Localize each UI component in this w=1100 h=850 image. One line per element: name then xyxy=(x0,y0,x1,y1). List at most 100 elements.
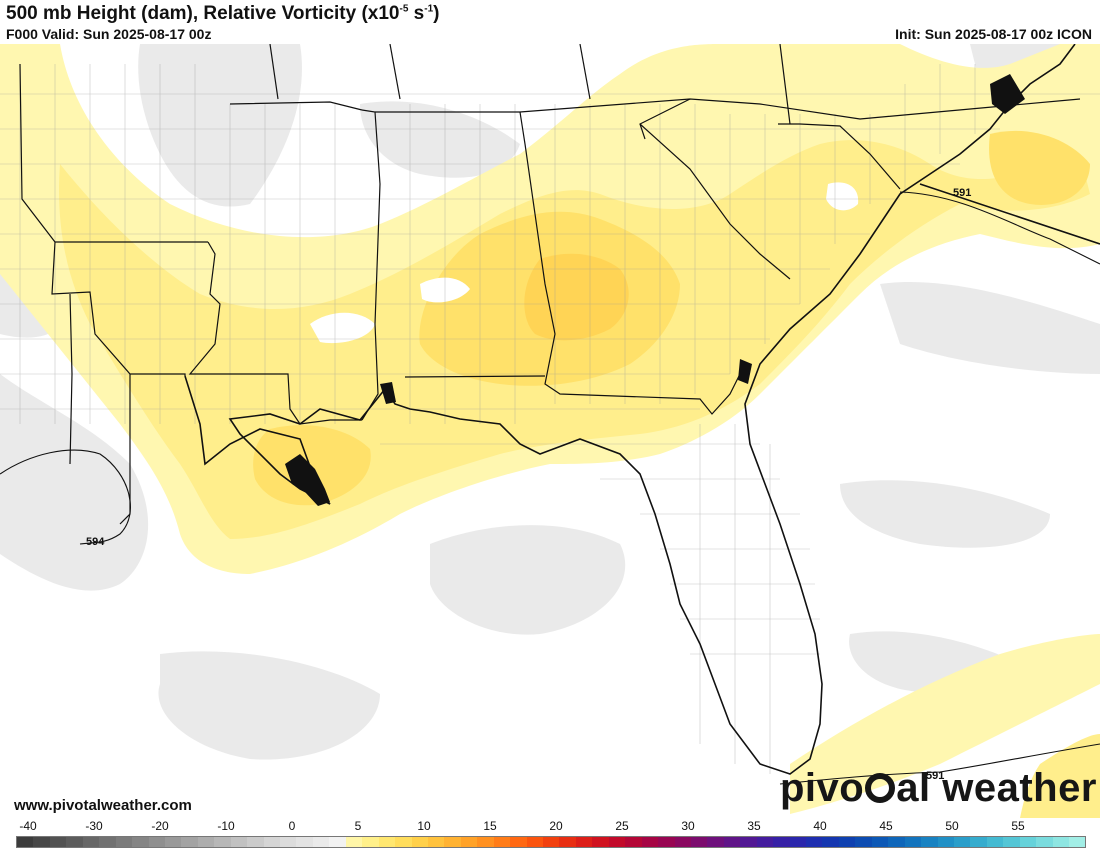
colorbar-swatch xyxy=(99,837,116,847)
colorbar-swatch xyxy=(543,837,560,847)
colorbar-tick-label: -10 xyxy=(217,819,235,833)
colorbar-swatch xyxy=(559,837,576,847)
colorbar-swatch xyxy=(280,837,297,847)
height-contours xyxy=(0,191,1100,785)
init-time: Init: Sun 2025-08-17 00z ICON xyxy=(895,26,1092,42)
colorbar-swatch xyxy=(592,837,609,847)
colorbar-tick-label: 0 xyxy=(288,819,296,833)
contour-label: 594 xyxy=(86,536,105,548)
weather-map[interactable]: 591 594 591 xyxy=(0,44,1100,818)
colorbar-swatch xyxy=(773,837,790,847)
colorbar-swatch xyxy=(510,837,527,847)
colorbar-swatch xyxy=(674,837,691,847)
colorbar-tick-label: 30 xyxy=(681,819,695,833)
colorbar-swatch xyxy=(723,837,741,847)
colorbar-swatch xyxy=(822,837,839,847)
colorbar-swatch xyxy=(921,837,938,847)
colorbar-swatch xyxy=(395,837,412,847)
contour-labels: 591 594 591 xyxy=(86,187,971,782)
colorbar-swatch xyxy=(197,837,215,847)
colorbar-swatch xyxy=(937,837,954,847)
colorbar-swatch xyxy=(855,837,872,847)
colorbar-tick-label: -30 xyxy=(85,819,103,833)
colorbar-swatch xyxy=(427,837,445,847)
colorbar-tick-label: 55 xyxy=(1011,819,1025,833)
colorbar-swatch xyxy=(444,837,461,847)
colorbar-tick-label: 10 xyxy=(417,819,431,833)
colorbar-tick-label: 40 xyxy=(813,819,827,833)
colorbar-swatch xyxy=(1069,837,1086,847)
colorbar-swatch xyxy=(132,837,149,847)
colorbar-swatch xyxy=(707,837,724,847)
colorbar-swatch xyxy=(888,837,905,847)
colorbar-swatch xyxy=(871,837,889,847)
colorbar-swatch xyxy=(477,837,494,847)
colorbar-swatch xyxy=(690,837,708,847)
colorbar-ticks: -40 -30 -20 -10 0 5 10 15 20 25 30 35 40 45 50 55 xyxy=(0,819,1100,833)
colorbar-tick-label: 45 xyxy=(879,819,893,833)
colorbar-swatch xyxy=(904,837,922,847)
state-boundaries xyxy=(19,44,1081,525)
colorbar-tick-label: 20 xyxy=(549,819,563,833)
colorbar-swatch xyxy=(115,837,133,847)
colorbar-swatch xyxy=(378,837,396,847)
colorbar-swatch xyxy=(970,837,987,847)
colorbar-swatch xyxy=(345,837,363,847)
colorbar-swatch xyxy=(1019,837,1037,847)
colorbar-swatch xyxy=(526,837,543,847)
colorbar-swatch xyxy=(641,837,659,847)
colorbar-swatch xyxy=(181,837,198,847)
colorbar-swatch xyxy=(33,837,50,847)
colorbar-swatch xyxy=(608,837,626,847)
colorbar-swatch xyxy=(1052,837,1069,847)
colorbar-swatch xyxy=(838,837,856,847)
colorbar-swatch xyxy=(66,837,83,847)
colorbar-tick-label: 15 xyxy=(483,819,497,833)
colorbar-swatch xyxy=(575,837,593,847)
colorbar-swatch xyxy=(411,837,428,847)
map-title: 500 mb Height (dam), Relative Vorticity … xyxy=(6,3,440,24)
colorbar-swatch xyxy=(164,837,182,847)
colorbar-tick-label: 50 xyxy=(945,819,959,833)
colorbar-swatch xyxy=(263,837,280,847)
positive-vorticity-shading xyxy=(0,44,1100,818)
colorbar-swatch xyxy=(953,837,971,847)
contour-label: 591 xyxy=(953,187,971,199)
map-canvas: 591 594 591 xyxy=(0,44,1100,818)
colorbar-swatch xyxy=(658,837,675,847)
colorbar-swatch xyxy=(756,837,774,847)
colorbar-swatch xyxy=(1036,837,1053,847)
colorbar-scale xyxy=(16,836,1086,848)
colorbar-swatch xyxy=(148,837,165,847)
brand-logo: pivo al weather xyxy=(780,766,1097,810)
coastline xyxy=(184,44,1100,775)
colorbar-swatch xyxy=(230,837,248,847)
colorbar-swatch xyxy=(17,837,34,847)
colorbar-tick-label: 5 xyxy=(354,819,362,833)
colorbar-swatch xyxy=(362,837,379,847)
colorbar-swatch xyxy=(740,837,757,847)
colorbar-swatch xyxy=(82,837,100,847)
colorbar-swatch xyxy=(789,837,806,847)
colorbar-tick-label: 25 xyxy=(615,819,629,833)
colorbar-swatch xyxy=(460,837,478,847)
contour-label: 591 xyxy=(926,770,944,782)
colorbar-tick-label: -40 xyxy=(19,819,37,833)
colorbar-swatch xyxy=(806,837,823,847)
colorbar-swatch xyxy=(625,837,642,847)
colorbar-swatch xyxy=(493,837,511,847)
colorbar-swatch xyxy=(214,837,231,847)
colorbar-swatch xyxy=(986,837,1004,847)
site-url: www.pivotalweather.com xyxy=(14,797,192,814)
colorbar-swatch xyxy=(329,837,346,847)
colorbar-tick-label: -20 xyxy=(151,819,169,833)
county-boundaries xyxy=(0,64,1100,774)
colorbar-swatch xyxy=(296,837,313,847)
header: 500 mb Height (dam), Relative Vorticity … xyxy=(0,0,1100,44)
coastal-marsh xyxy=(285,74,1025,506)
colorbar: -40 -30 -20 -10 0 5 10 15 20 25 30 35 40 45 50 55 xyxy=(0,818,1100,850)
colorbar-swatch xyxy=(312,837,330,847)
sun-icon xyxy=(865,773,896,803)
valid-time: F000 Valid: Sun 2025-08-17 00z xyxy=(6,26,212,42)
colorbar-swatch xyxy=(49,837,67,847)
